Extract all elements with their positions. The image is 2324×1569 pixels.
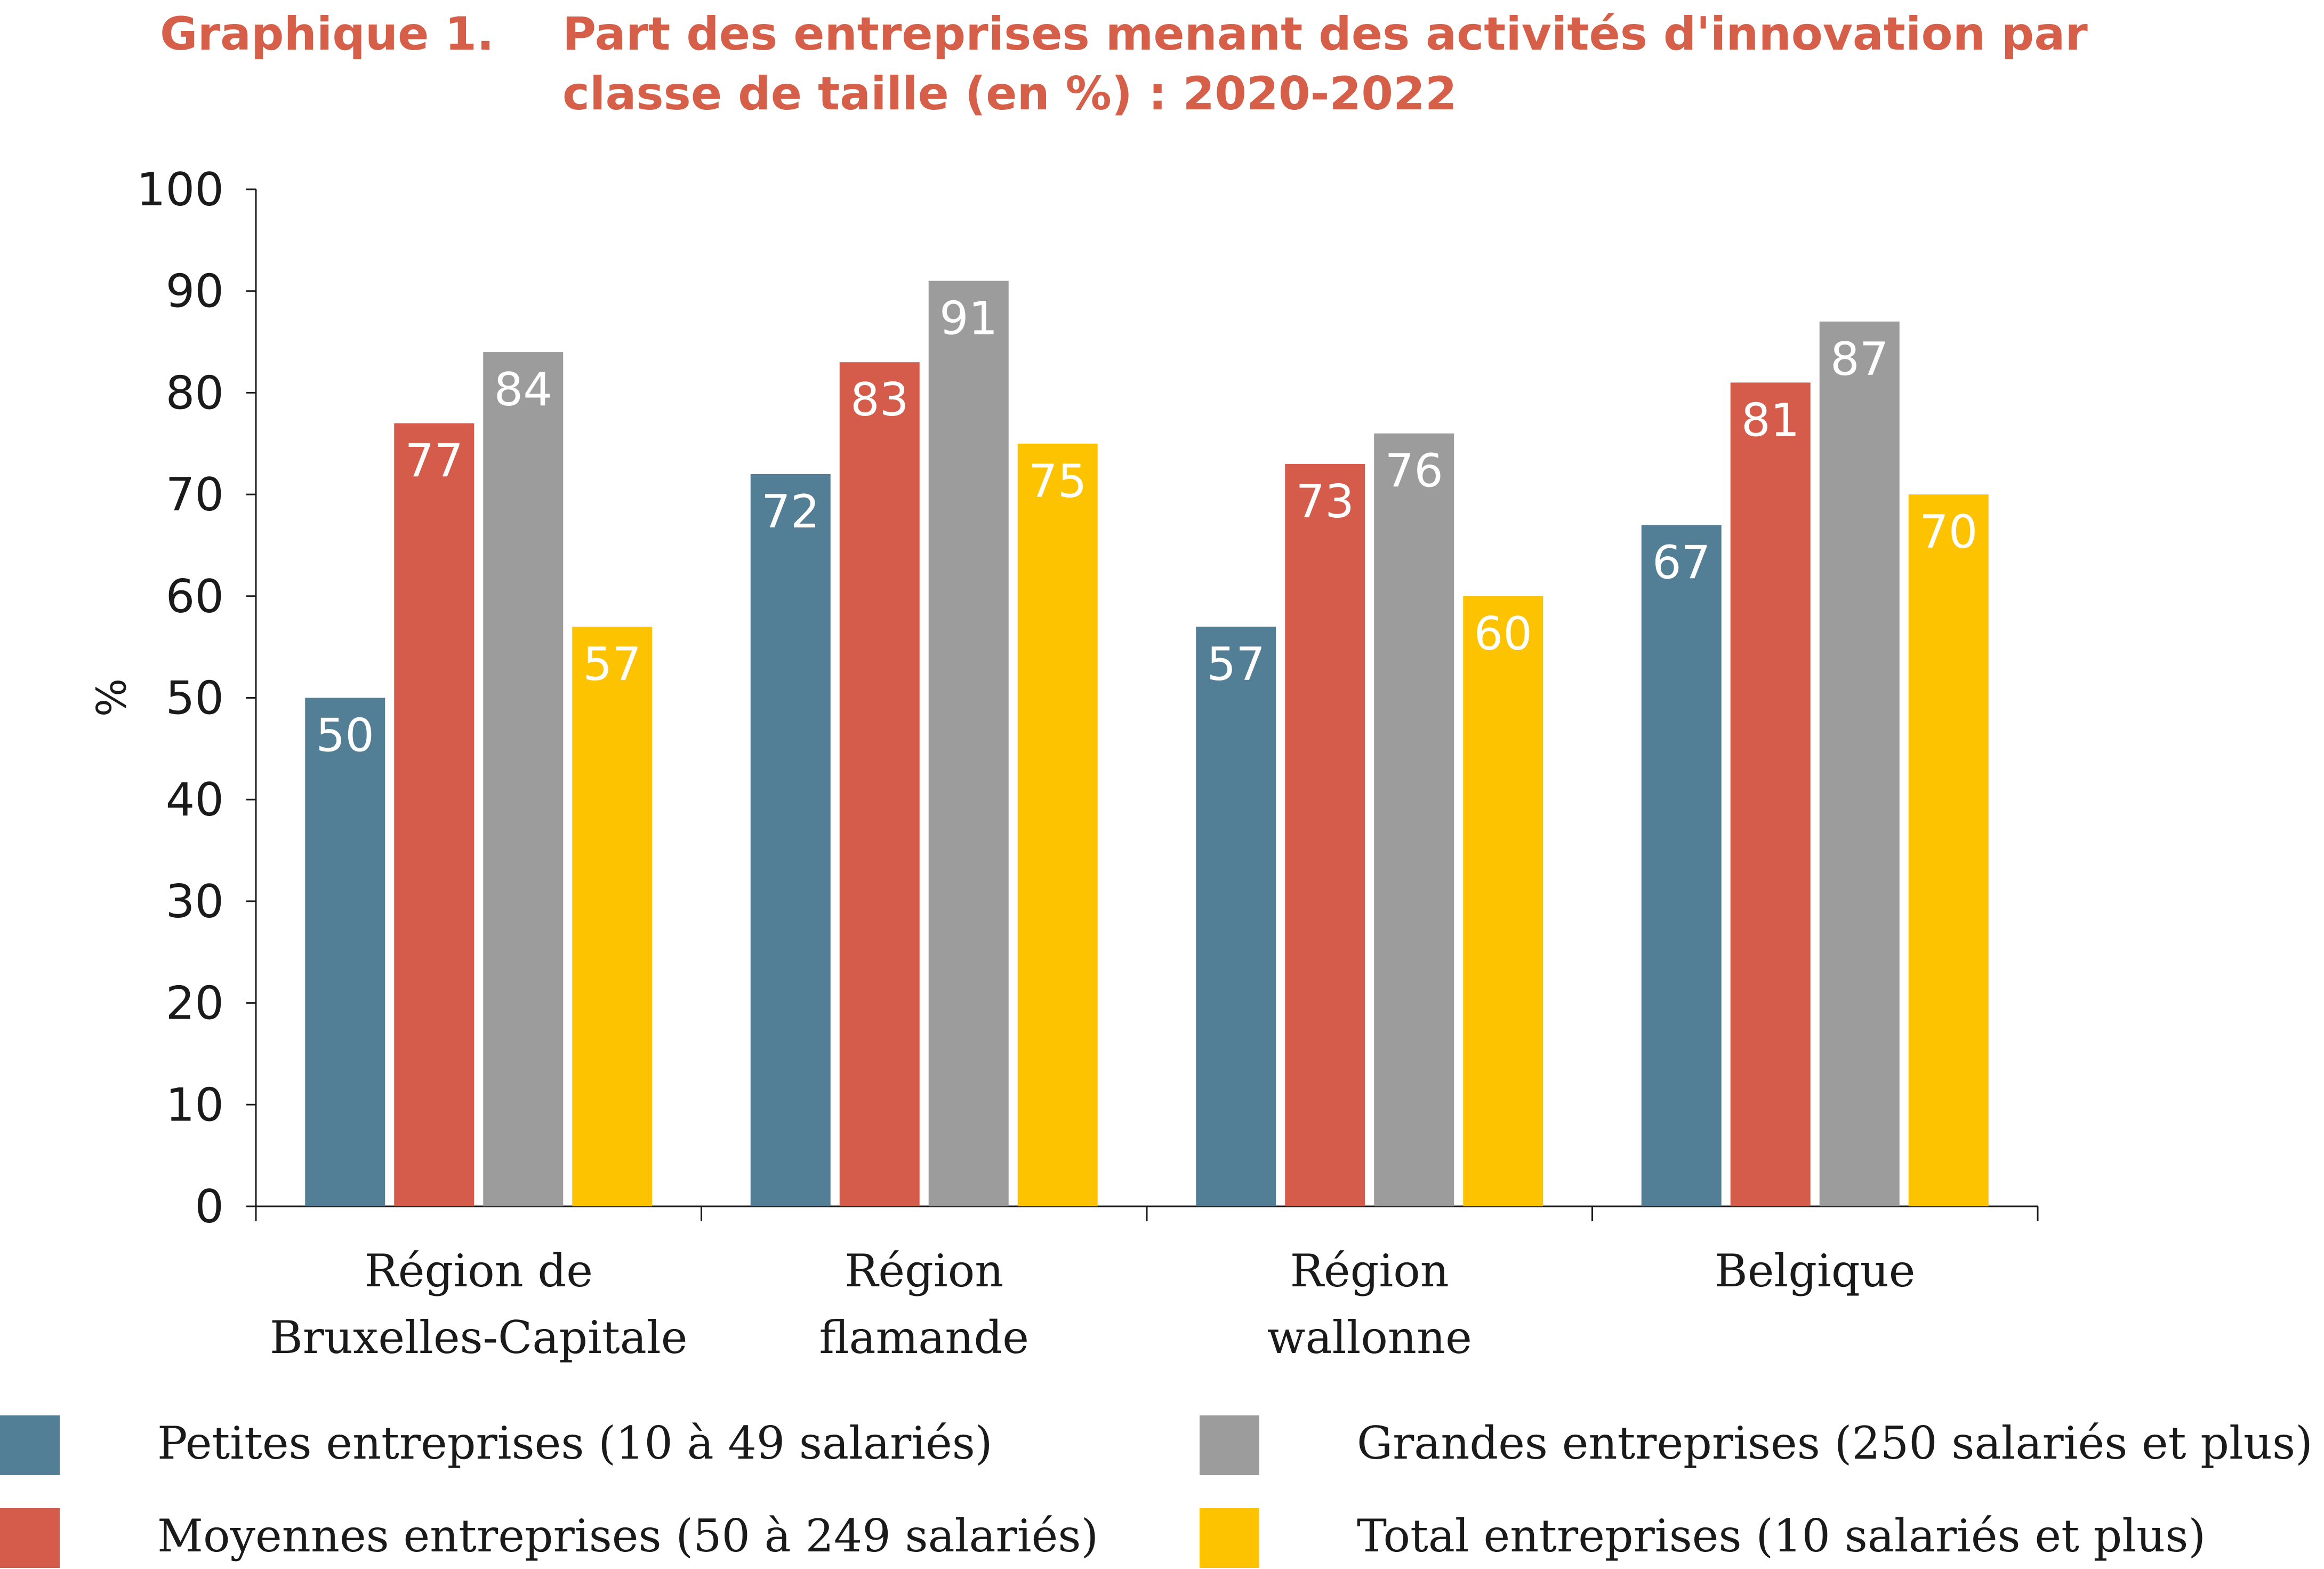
data-label: 84: [494, 363, 552, 417]
y-tick-label: 70: [166, 468, 224, 522]
bar: [1196, 627, 1276, 1206]
bar: [1641, 525, 1722, 1206]
bar: [928, 281, 1009, 1206]
data-label: 81: [1741, 394, 1799, 447]
legend-swatch-total: [1200, 1508, 1259, 1568]
y-axis-label: %: [86, 678, 134, 717]
x-tick-label: Belgique: [1715, 1245, 1916, 1297]
data-label: 60: [1474, 607, 1532, 661]
bar: [1285, 463, 1365, 1206]
data-label: 83: [850, 373, 908, 427]
y-tick-label: 60: [166, 570, 224, 623]
bar: [305, 698, 385, 1206]
data-label: 67: [1652, 536, 1710, 589]
legend-swatch-petites: [0, 1415, 60, 1475]
legend-item-moyennes: Moyennes entreprises (50 à 249 salariés): [0, 1504, 1173, 1568]
data-label: 76: [1385, 445, 1443, 498]
bar: [1374, 433, 1454, 1207]
data-label: 72: [761, 485, 819, 539]
data-label: 50: [316, 709, 374, 763]
data-label: 73: [1296, 475, 1354, 529]
x-tick-label: wallonne: [1267, 1311, 1472, 1364]
legend-item-petites: Petites entreprises (10 à 49 salariés): [0, 1411, 1120, 1475]
legend-item-grandes: Grandes entreprises (250 salariés et plu…: [1200, 1411, 2319, 1475]
y-tick-label: 20: [166, 977, 224, 1030]
bar: [1819, 321, 1900, 1207]
x-tick-label: Région de: [365, 1245, 593, 1297]
data-label: 70: [1919, 506, 1977, 559]
legend-label-grandes: Grandes entreprises (250 salariés et plu…: [1357, 1417, 2313, 1469]
legend-label-petites: Petites entreprises (10 à 49 salariés): [157, 1417, 993, 1469]
x-tick-label: Région: [1290, 1245, 1449, 1297]
legend-item-total: Total entreprises (10 salariés et plus): [1200, 1504, 2319, 1568]
x-tick-label: flamande: [819, 1311, 1029, 1364]
bar: [483, 352, 564, 1206]
y-tick-label: 0: [195, 1180, 224, 1234]
bar: [1908, 494, 1989, 1206]
bar: [1730, 382, 1811, 1206]
x-tick-label: Région: [845, 1245, 1003, 1297]
figure-label: Graphique 1.: [160, 7, 494, 61]
data-label: 91: [939, 292, 998, 346]
y-tick-label: 10: [166, 1078, 224, 1132]
bar: [750, 474, 831, 1207]
y-tick-label: 50: [166, 672, 224, 725]
y-tick-label: 80: [166, 366, 224, 420]
bar: [1017, 443, 1098, 1206]
data-label: 57: [1207, 638, 1265, 691]
data-label: 77: [405, 435, 463, 488]
bar: [572, 627, 653, 1206]
bar-chart: 0 10 20 30 40 50 60 70 80 90 100% 50 77 84 57 Région de…: [86, 163, 2039, 1364]
data-label: 57: [583, 638, 641, 691]
data-label: 87: [1830, 333, 1888, 386]
legend-swatch-moyennes: [0, 1508, 60, 1568]
bar: [1463, 596, 1543, 1206]
x-tick-label: Bruxelles-Capitale: [270, 1311, 687, 1364]
chart-legend: Petites entreprises (10 à 49 salariés) M…: [0, 1397, 2324, 1569]
y-tick-label: 40: [166, 773, 224, 827]
bar: [839, 362, 920, 1207]
chart-title: Part des entreprises menant des activité…: [562, 7, 2088, 121]
bar: [394, 423, 475, 1206]
y-tick-label: 100: [136, 163, 224, 217]
legend-swatch-grandes: [1200, 1415, 1259, 1475]
y-tick-label: 30: [166, 875, 224, 928]
data-label: 75: [1028, 455, 1087, 508]
legend-label-moyennes: Moyennes entreprises (50 à 249 salariés): [157, 1510, 1099, 1562]
chart-header: Graphique 1. Part des entreprises menant…: [0, 0, 2324, 128]
legend-label-total: Total entreprises (10 salariés et plus): [1357, 1510, 2206, 1562]
y-tick-label: 90: [166, 265, 224, 318]
